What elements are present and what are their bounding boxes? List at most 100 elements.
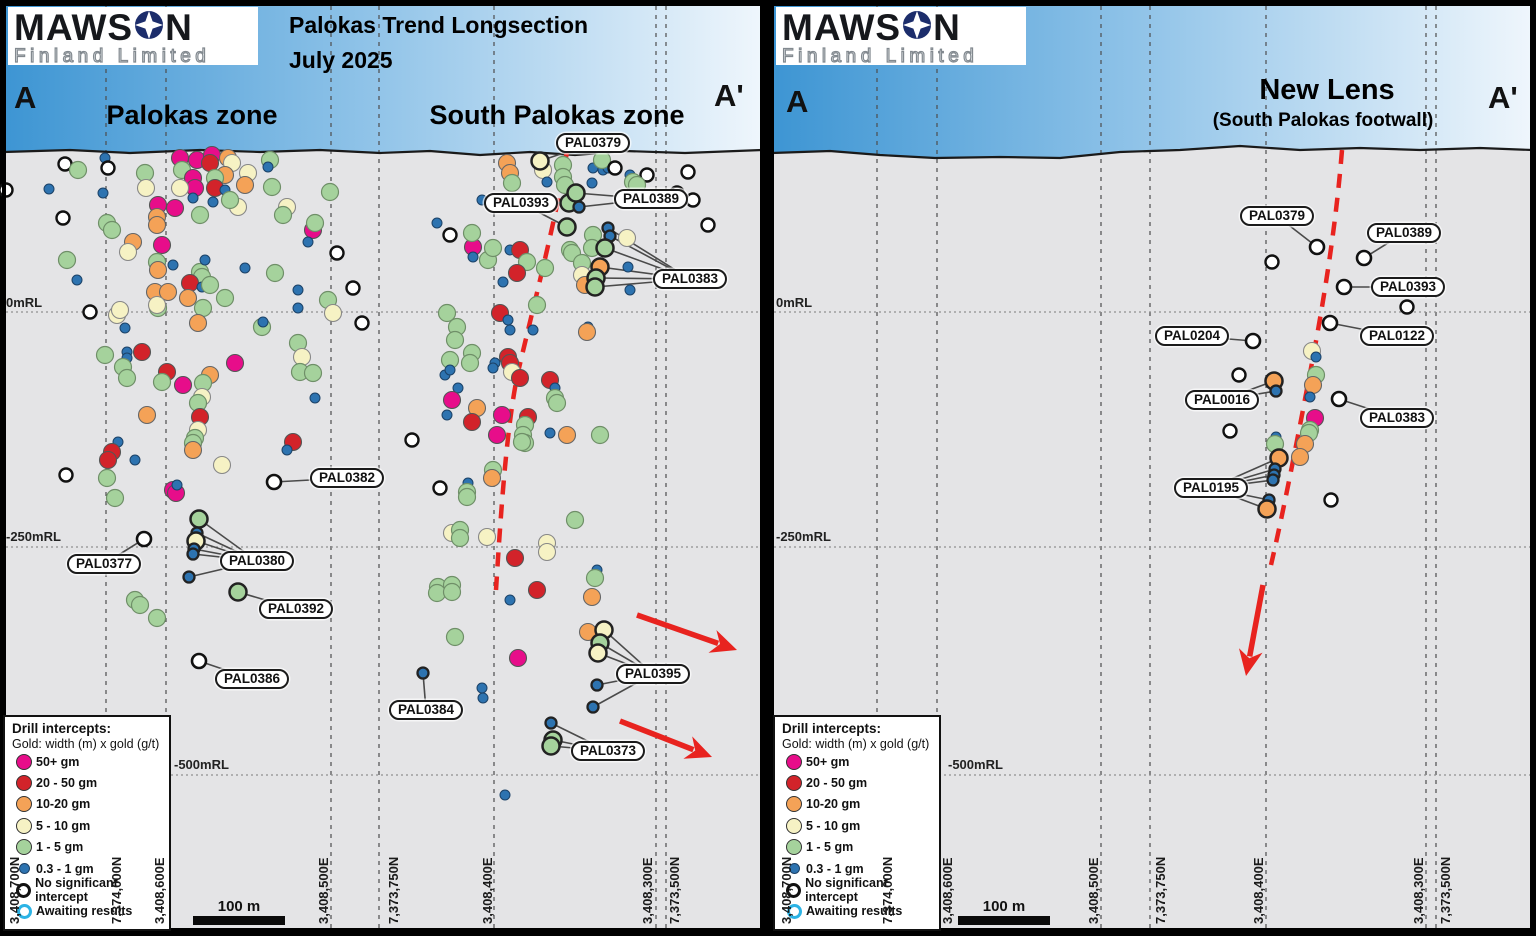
drill-intercept-dot (212, 455, 232, 475)
legend-item-label: 50+ gm (806, 754, 850, 769)
drill-intercept-dot (476, 682, 488, 694)
drill-intercept-dot (450, 528, 470, 548)
drill-intercept-dot (147, 608, 167, 628)
legend-item-label: Awaiting results (36, 904, 133, 919)
drill-intercept-dot (215, 288, 235, 308)
map-title: Palokas Trend Longsection July 2025 (289, 12, 589, 73)
drill-intercept-dot (1323, 492, 1339, 508)
elevation-label: 0mRL (776, 295, 813, 310)
elevation-label: -500mRL (174, 757, 229, 772)
drillhole-label-PAL0379: PAL0379 (555, 133, 631, 153)
section-marker-aprime-left: A' (714, 78, 744, 113)
drillhole-label-PAL0380: PAL0380 (219, 551, 295, 571)
drill-intercept-dot (624, 284, 636, 296)
legend-item-label: 1 - 5 gm (806, 840, 854, 855)
drill-intercept-dot (170, 178, 190, 198)
drill-intercept-dot (152, 235, 172, 255)
drill-intercept-dot (1335, 278, 1353, 296)
legend-swatch-icon (12, 817, 36, 834)
drill-intercept-dot (1355, 249, 1373, 267)
zone-label-palokas: Palokas zone (106, 100, 278, 130)
drill-intercept-dot (190, 652, 208, 670)
legend-item: 0.3 - 1 gm (782, 858, 939, 879)
drill-intercept-dot (118, 242, 138, 262)
drill-intercept-dot (541, 176, 553, 188)
legend-rows: 50+ gm 20 - 50 gm 10-20 gm 5 - 10 gm 1 - 5 g… (12, 751, 169, 922)
drill-intercept-dot (586, 177, 598, 189)
drill-intercept-dot (535, 258, 555, 278)
scalebar-left (193, 916, 285, 925)
drillhole-label-PAL0373: PAL0373 (570, 741, 646, 761)
drill-intercept-dot (95, 345, 115, 365)
drillhole-label-PAL0392: PAL0392 (258, 599, 334, 619)
drillhole-label-PAL0393: PAL0393 (483, 193, 559, 213)
drill-intercept-dot (590, 425, 610, 445)
legend-item: 20 - 50 gm (782, 772, 939, 793)
drillhole-label-PAL0383: PAL0383 (1359, 408, 1435, 428)
drill-intercept-dot (167, 259, 179, 271)
drill-intercept-dot (437, 303, 457, 323)
drill-intercept-dot (483, 238, 503, 258)
drill-intercept-dot (487, 425, 507, 445)
drill-intercept-dot (329, 245, 345, 261)
plunge-arrow-shaft (618, 718, 695, 753)
drillhole-label-PAL0195: PAL0195 (1173, 478, 1249, 498)
zone-label-south-palokas: South Palokas zone (429, 100, 685, 130)
legend-right: Drill intercepts: Gold: width (m) x gold… (773, 715, 941, 931)
coordinate-label: 3,408,500E (316, 857, 331, 924)
legend-swatch-icon (12, 882, 35, 898)
drill-intercept-dot (510, 368, 530, 388)
drill-intercept-dot (302, 236, 314, 248)
drill-intercept-dot (43, 183, 55, 195)
drill-intercept-dot (432, 480, 448, 496)
legend-item: 1 - 5 gm (782, 837, 939, 858)
drill-intercept-dot (685, 192, 701, 208)
drillhole-label-PAL0016: PAL0016 (1184, 390, 1260, 410)
drill-intercept-dot (292, 284, 304, 296)
drill-intercept-dot (460, 353, 480, 373)
drill-intercept-dot (262, 177, 282, 197)
legend-swatch-icon (782, 817, 806, 834)
drill-intercept-dot (547, 393, 567, 413)
drill-intercept-dot (354, 315, 370, 331)
drill-intercept-dot (572, 200, 586, 214)
drill-intercept-dot (98, 450, 118, 470)
plunge-arrow-head (1238, 648, 1263, 676)
mawson-logo: MAWS N Finland Limited (8, 7, 258, 67)
drill-intercept-dot (147, 215, 167, 235)
legend-item: 5 - 10 gm (782, 815, 939, 836)
section-marker-a-right: A (786, 84, 809, 119)
drill-intercept-dot (1304, 391, 1316, 403)
legend-item: 1 - 5 gm (12, 837, 169, 858)
globe-icon (134, 9, 164, 46)
legend-item-label: 10-20 gm (36, 797, 91, 812)
elevation-label: 0mRL (6, 295, 43, 310)
drill-intercept-dot (445, 330, 465, 350)
drill-intercept-dot (499, 789, 511, 801)
drill-intercept-dot (1399, 299, 1415, 315)
drillhole-label-PAL0386: PAL0386 (214, 669, 290, 689)
coordinate-label: 7,373,750N (1153, 856, 1168, 924)
drill-intercept-dot (1231, 367, 1247, 383)
drillhole-label-PAL0393: PAL0393 (1370, 277, 1446, 297)
legend-item-label: 5 - 10 gm (36, 818, 91, 833)
drill-intercept-dot (457, 487, 477, 507)
drill-intercept-dot (590, 678, 604, 692)
legend-left: Drill intercepts: Gold: width (m) x gold… (3, 715, 171, 931)
legend-subtitle: Gold: width (m) x gold (g/t) (12, 737, 160, 751)
drill-intercept-dot (1269, 384, 1283, 398)
drill-intercept-dot (427, 583, 447, 603)
drill-intercept-dot (557, 217, 577, 237)
elevation-label: -250mRL (776, 529, 831, 544)
drill-intercept-dot (102, 220, 122, 240)
drill-intercept-dot (442, 227, 458, 243)
plunge-arrow-shaft (636, 612, 720, 646)
coordinate-label: 7,373,500N (1438, 856, 1453, 924)
drill-intercept-dot (257, 316, 269, 328)
legend-item-label: 1 - 5 gm (36, 840, 84, 855)
legend-title: Drill intercepts: (12, 721, 112, 736)
drill-intercept-dot (566, 183, 586, 203)
coordinate-label: 7,374,000N (109, 856, 124, 924)
right-panel-border (770, 2, 1534, 932)
